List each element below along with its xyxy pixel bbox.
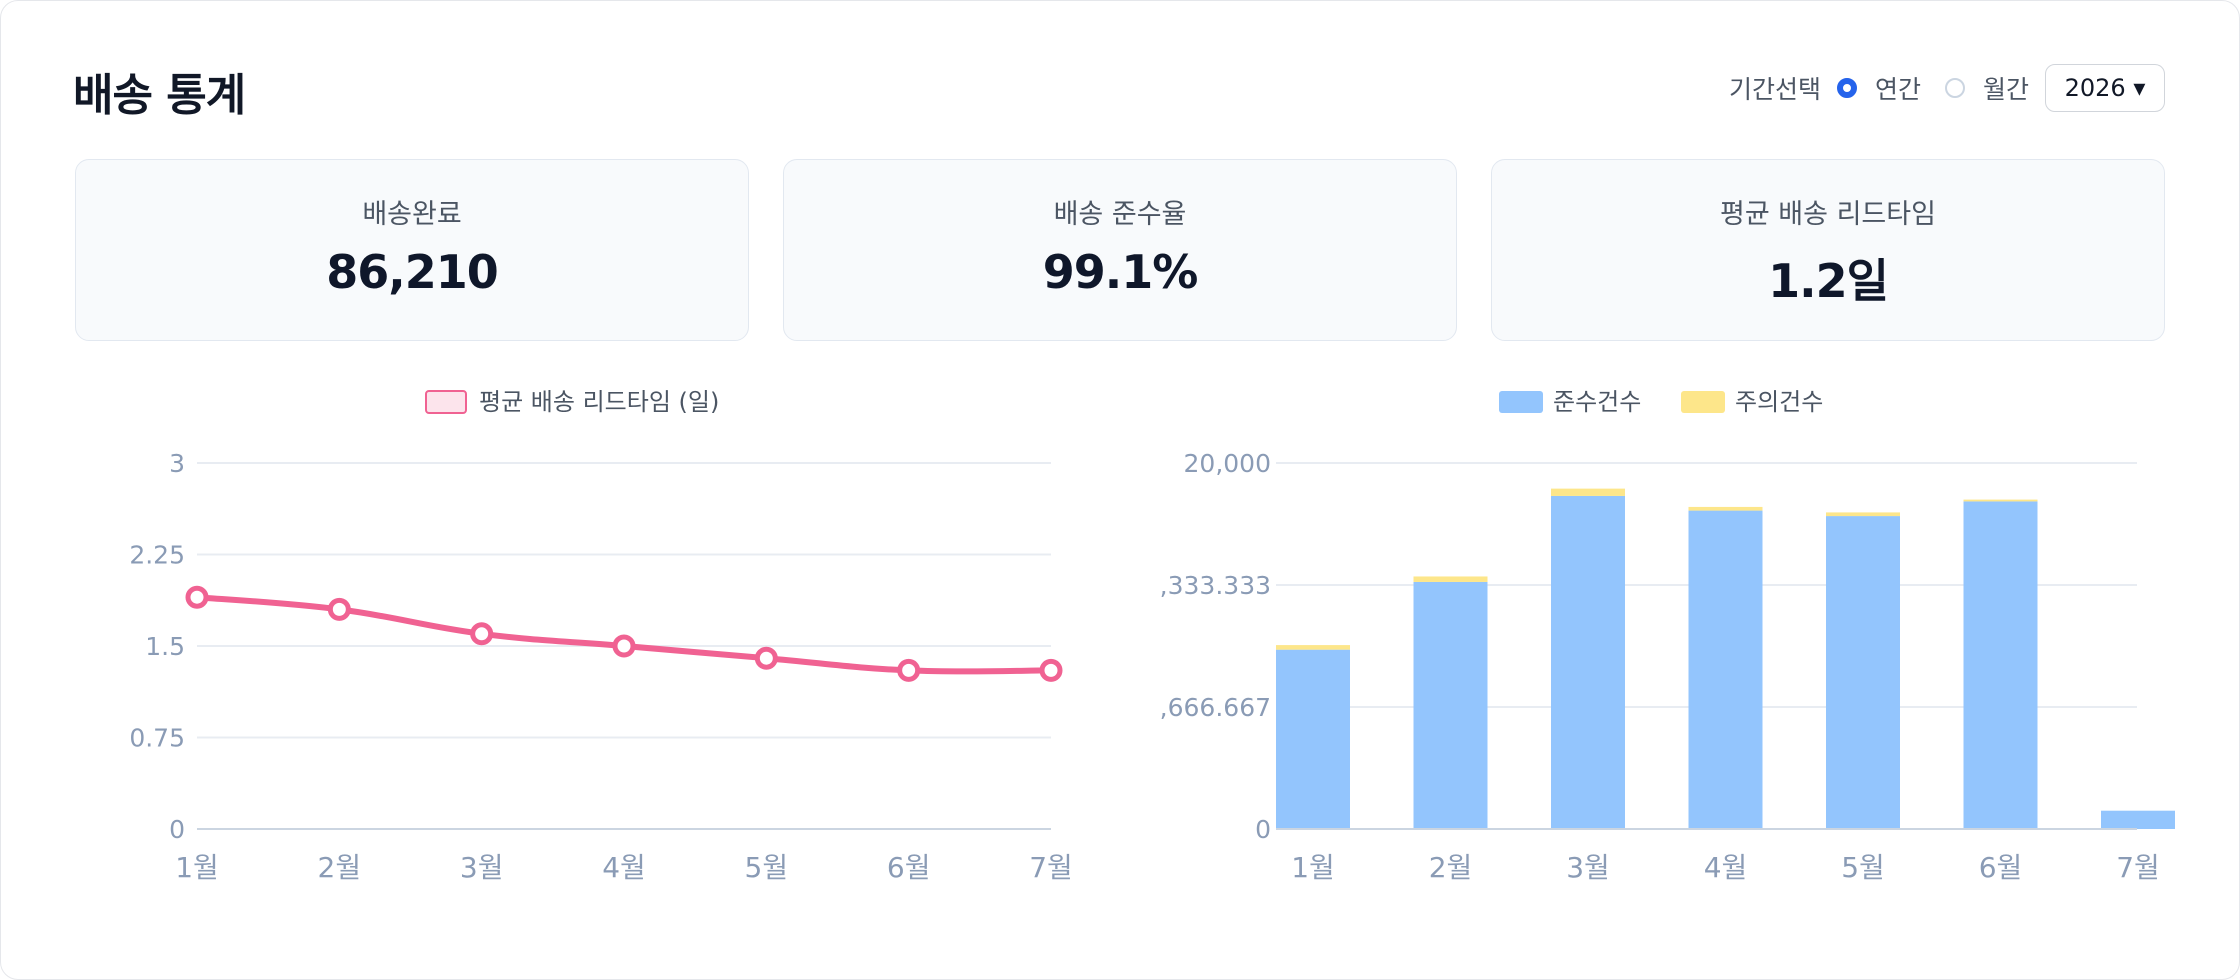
- radio-monthly[interactable]: [1944, 78, 1965, 98]
- legend-label: 주의건수: [1735, 388, 1823, 416]
- x-tick-label: 2월: [1429, 851, 1473, 884]
- legend-swatch: [1499, 391, 1543, 413]
- year-select[interactable]: 2026 ▾: [2045, 64, 2165, 112]
- y-tick-label: 20,000: [1184, 449, 1271, 478]
- stat-label: 배송완료: [362, 199, 462, 230]
- line-legend: 평균 배송 리드타임 (일): [425, 388, 719, 416]
- x-tick-label: 3월: [1566, 851, 1610, 884]
- page-title: 배송 통계: [73, 70, 246, 121]
- stat-label: 배송 준수율: [1053, 199, 1187, 230]
- x-tick-label: 4월: [1704, 851, 1748, 884]
- x-tick-label: 6월: [1979, 851, 2023, 884]
- period-selector: 기간선택 연간 월간 2026 ▾: [1729, 63, 2165, 113]
- data-point: [185, 585, 209, 609]
- x-tick-label: 5월: [745, 851, 789, 884]
- stat-value: 99.1%: [1042, 245, 1199, 299]
- bar-compliant: [1276, 649, 1350, 829]
- legend-label: 준수건수: [1553, 388, 1641, 416]
- data-point: [1039, 658, 1063, 682]
- bar-compliant: [2101, 810, 2175, 829]
- data-point: [470, 622, 494, 646]
- y-tick-label: 0.75: [129, 724, 185, 753]
- y-tick-label: 3: [169, 449, 185, 478]
- bar-caution: [1276, 645, 1350, 650]
- x-tick-label: 5월: [1841, 851, 1885, 884]
- leadtime-line-chart: 평균 배송 리드타임 (일) 0 0.75 1.5 2.25 3 1월 2월 3월 4월 5월 6월 7…: [129, 388, 1073, 884]
- bar-caution: [1413, 576, 1488, 582]
- x-tick-label: 1월: [1291, 851, 1335, 884]
- bar-compliant: [1688, 510, 1763, 829]
- stat-card-completed: 배송완료 86,210: [75, 159, 749, 341]
- bar-compliant: [1551, 495, 1625, 829]
- series-line: [196, 594, 1052, 675]
- x-tick-label: 7월: [2116, 851, 2160, 884]
- y-tick-label: 2.25: [129, 541, 185, 570]
- bar-caution: [1551, 488, 1625, 496]
- data-point: [612, 634, 636, 658]
- y-tick-label: 0: [169, 815, 185, 844]
- x-tick-label: 2월: [318, 851, 362, 884]
- data-point: [897, 658, 921, 682]
- compliance-bar-chart: 준수건수 주의건수 0 6,666.667 13,333.333 20,000 1월 2월 3월…: [1128, 388, 2175, 884]
- y-tick-label: 13,333.333: [1128, 571, 1271, 600]
- stat-label: 평균 배송 리드타임: [1720, 199, 1936, 230]
- y-tick-label: 0: [1255, 815, 1271, 844]
- radio-yearly-label[interactable]: 연간: [1874, 75, 1921, 104]
- x-tick-label: 1월: [175, 851, 219, 884]
- data-point: [327, 597, 351, 621]
- period-label: 기간선택: [1728, 75, 1821, 104]
- y-tick-label: 1.5: [145, 632, 185, 661]
- bar-compliant: [1826, 516, 1900, 829]
- stat-value: 1.2일: [1768, 254, 1889, 308]
- x-tick-label: 3월: [460, 851, 504, 884]
- bar-compliant: [1963, 501, 2038, 829]
- legend-label: 평균 배송 리드타임 (일): [479, 388, 719, 416]
- stat-card-leadtime: 평균 배송 리드타임 1.2일: [1491, 159, 2165, 341]
- bar-compliant: [1413, 581, 1488, 829]
- bar-legend: 준수건수 주의건수: [1499, 388, 1823, 416]
- data-point: [754, 646, 778, 670]
- y-tick-label: 6,666.667: [1144, 693, 1271, 722]
- radio-yearly[interactable]: [1836, 78, 1857, 98]
- legend-swatch: [1681, 391, 1725, 413]
- stat-value: 86,210: [326, 245, 499, 299]
- bar-caution: [1826, 512, 1900, 517]
- legend-swatch: [425, 390, 467, 414]
- bar-caution: [1963, 499, 2038, 502]
- radio-monthly-label[interactable]: 월간: [1982, 75, 2029, 104]
- x-tick-label: 4월: [602, 851, 646, 884]
- stat-card-compliance: 배송 준수율 99.1%: [783, 159, 1457, 341]
- bar-caution: [1688, 506, 1763, 511]
- x-tick-label: 6월: [887, 851, 931, 884]
- x-tick-label: 7월: [1029, 851, 1073, 884]
